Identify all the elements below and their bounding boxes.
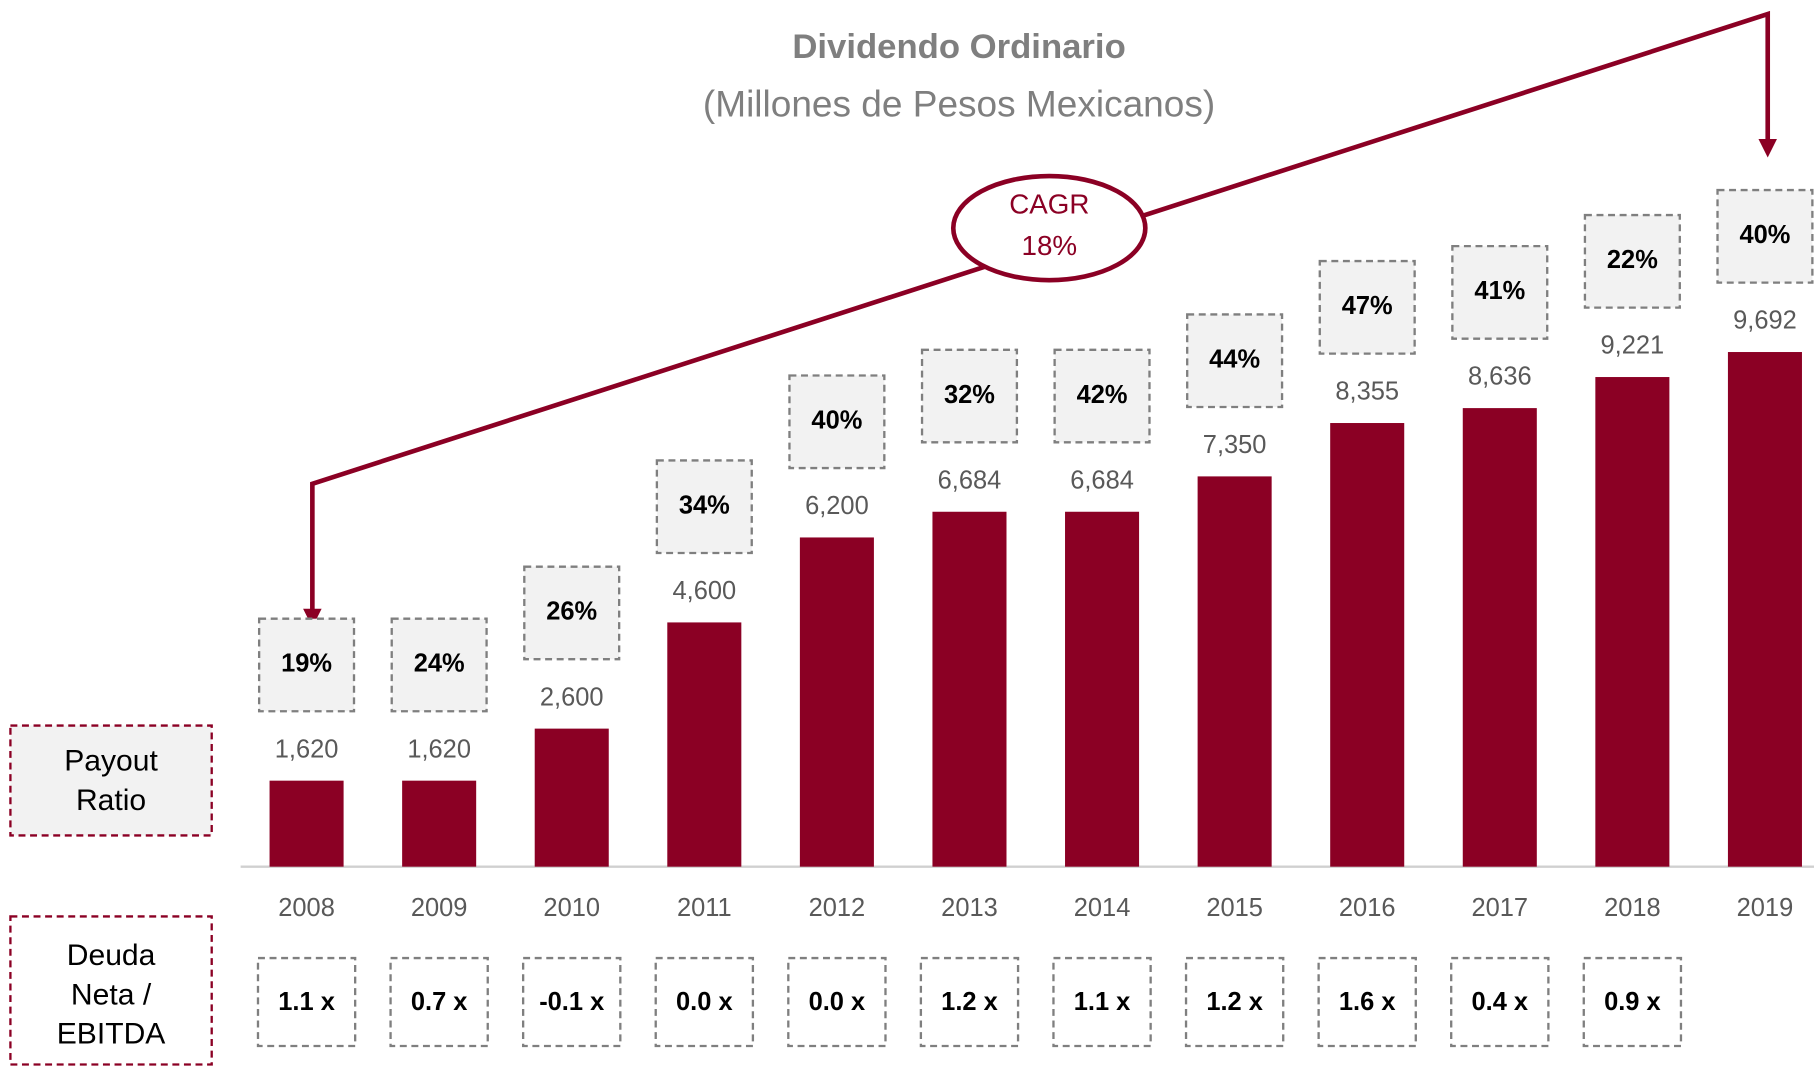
leverage-label: 0.0 x [676, 988, 733, 1016]
chart-subtitle: (Millones de Pesos Mexicanos) [703, 82, 1215, 124]
x-tick-label: 2012 [809, 894, 866, 922]
leverage-box [1052, 956, 1152, 1048]
leverage-box [654, 956, 755, 1048]
payout-box [1451, 244, 1549, 340]
leverage-name: Deuda Neta / EBITDA [56, 937, 166, 1051]
payout-box [788, 374, 886, 470]
leverage-box [787, 956, 887, 1048]
leverage-box [256, 956, 357, 1048]
bar [1197, 476, 1272, 867]
payout-label: 34% [679, 491, 730, 519]
leverage-label: 1.6 x [1339, 988, 1396, 1016]
payout-label: 26% [546, 598, 597, 626]
bar [1065, 511, 1140, 867]
value-label: 8,636 [1468, 363, 1532, 391]
leverage-label: 1.1 x [1074, 988, 1131, 1016]
payout-box [920, 348, 1019, 444]
payout-box [1186, 313, 1284, 409]
bar [1595, 377, 1670, 867]
bar [534, 728, 609, 867]
payout-box [523, 565, 621, 661]
payout-legend: Payout Ratio [64, 742, 158, 817]
payout-label: 19% [281, 650, 332, 678]
leverage-box [521, 956, 622, 1048]
payout-box [390, 617, 488, 713]
payout-box [655, 459, 753, 555]
x-tick-label: 2009 [411, 894, 468, 922]
leverage-box [1450, 956, 1550, 1048]
payout-label: 42% [1077, 381, 1128, 409]
bar [799, 537, 874, 867]
bar [1727, 352, 1802, 867]
payout-label: 40% [811, 406, 862, 434]
x-tick-label: 2008 [278, 894, 335, 922]
value-label: 7,350 [1203, 431, 1267, 459]
payout-label: 32% [944, 381, 995, 409]
payout-label: 22% [1607, 246, 1658, 274]
cagr-value: 18% [1022, 230, 1078, 261]
value-label: 4,600 [672, 577, 736, 605]
x-tick-label: 2014 [1074, 894, 1131, 922]
arrow-head [1758, 139, 1777, 158]
payout-label: 47% [1342, 292, 1393, 320]
value-label: 6,684 [1070, 466, 1134, 494]
payout-box [1053, 348, 1151, 444]
value-label: 1,620 [275, 735, 339, 763]
leverage-label: 0.4 x [1472, 988, 1529, 1016]
x-tick-label: 2015 [1206, 894, 1263, 922]
leverage-label: -0.1 x [539, 988, 604, 1016]
leverage-box [1582, 956, 1683, 1048]
payout-label: 24% [414, 650, 465, 678]
leverage-label: 1.2 x [941, 988, 998, 1016]
leverage-label: 1.1 x [278, 988, 335, 1016]
leverage-label: 0.9 x [1604, 988, 1661, 1016]
leverage-label: 0.0 x [809, 988, 866, 1016]
value-label: 6,200 [805, 492, 869, 520]
leverage-box [1184, 956, 1285, 1048]
value-label: 8,355 [1335, 378, 1399, 406]
leverage-box [919, 956, 1020, 1048]
bar [667, 622, 742, 867]
bar [1330, 423, 1405, 867]
bar [932, 511, 1007, 867]
cagr-label: CAGR [1009, 188, 1089, 219]
payout-box [257, 617, 356, 713]
x-tick-label: 2013 [941, 894, 998, 922]
payout-box [1318, 259, 1416, 355]
leverage-box [389, 956, 489, 1048]
x-tick-label: 2019 [1737, 894, 1794, 922]
leverage-box [1317, 956, 1417, 1048]
bar [1462, 408, 1537, 867]
payout-label: 41% [1474, 277, 1525, 305]
leverage-legend-box [9, 915, 213, 1066]
leverage-label: 1.2 x [1206, 988, 1263, 1016]
payout-label: 44% [1209, 345, 1260, 373]
value-label: 2,600 [540, 683, 604, 711]
cagr-bubble [950, 173, 1148, 283]
payout-box [1716, 188, 1814, 284]
payout-name: Payout Ratio [64, 742, 158, 817]
value-label: 6,684 [938, 466, 1002, 494]
value-label: 1,620 [407, 735, 471, 763]
leverage-label: 0.7 x [411, 988, 468, 1016]
payout-legend-box [9, 724, 213, 837]
x-tick-label: 2011 [677, 894, 732, 922]
x-tick-label: 2016 [1339, 894, 1396, 922]
payout-label: 40% [1739, 221, 1790, 249]
leverage-legend: Deuda Neta / EBITDA [56, 937, 166, 1051]
chart-title: Dividendo Ordinario [792, 28, 1125, 66]
value-label: 9,221 [1601, 332, 1665, 360]
x-tick-label: 2017 [1471, 894, 1528, 922]
payout-box [1583, 213, 1681, 309]
x-tick-label: 2018 [1604, 894, 1661, 922]
bar [402, 780, 477, 867]
value-label: 9,692 [1733, 307, 1797, 335]
x-tick-label: 2010 [543, 894, 600, 922]
bar [269, 780, 344, 867]
